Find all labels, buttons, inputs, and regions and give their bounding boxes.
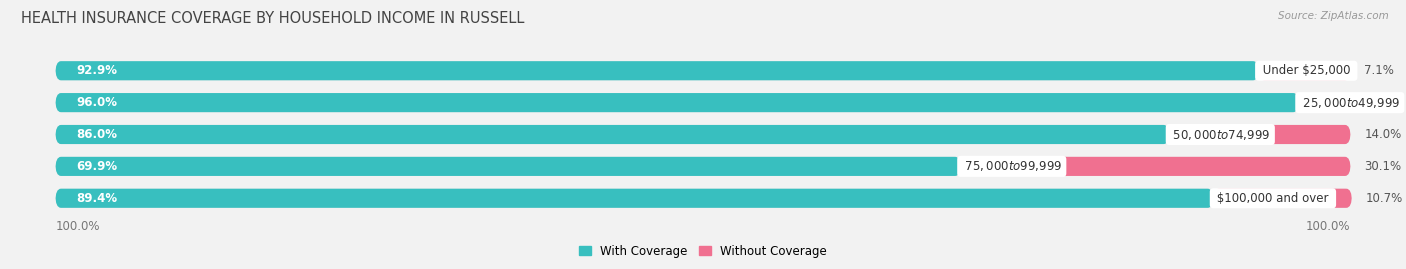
FancyBboxPatch shape (1213, 189, 1353, 208)
FancyBboxPatch shape (55, 93, 1299, 112)
Text: $50,000 to $74,999: $50,000 to $74,999 (1170, 128, 1271, 141)
Text: $25,000 to $49,999: $25,000 to $49,999 (1299, 95, 1400, 110)
FancyBboxPatch shape (55, 157, 1351, 176)
FancyBboxPatch shape (1170, 125, 1351, 144)
Text: 4.0%: 4.0% (1364, 96, 1395, 109)
Text: 86.0%: 86.0% (76, 128, 117, 141)
Text: 69.9%: 69.9% (76, 160, 117, 173)
FancyBboxPatch shape (55, 189, 1351, 208)
Text: $100,000 and over: $100,000 and over (1213, 192, 1333, 205)
Text: Under $25,000: Under $25,000 (1258, 64, 1354, 77)
Text: 14.0%: 14.0% (1364, 128, 1402, 141)
FancyBboxPatch shape (55, 61, 1351, 80)
Text: HEALTH INSURANCE COVERAGE BY HOUSEHOLD INCOME IN RUSSELL: HEALTH INSURANCE COVERAGE BY HOUSEHOLD I… (21, 11, 524, 26)
FancyBboxPatch shape (1258, 61, 1351, 80)
Text: 100.0%: 100.0% (1306, 220, 1351, 233)
FancyBboxPatch shape (1299, 93, 1351, 112)
FancyBboxPatch shape (55, 157, 960, 176)
Text: $75,000 to $99,999: $75,000 to $99,999 (960, 159, 1063, 174)
FancyBboxPatch shape (55, 93, 1351, 112)
Text: 96.0%: 96.0% (76, 96, 117, 109)
Text: 7.1%: 7.1% (1364, 64, 1395, 77)
Text: 100.0%: 100.0% (55, 220, 100, 233)
Text: 10.7%: 10.7% (1365, 192, 1403, 205)
FancyBboxPatch shape (55, 125, 1351, 144)
FancyBboxPatch shape (55, 61, 1258, 80)
Text: Source: ZipAtlas.com: Source: ZipAtlas.com (1278, 11, 1389, 21)
FancyBboxPatch shape (960, 157, 1351, 176)
Text: 92.9%: 92.9% (76, 64, 117, 77)
Text: 89.4%: 89.4% (76, 192, 117, 205)
Text: 30.1%: 30.1% (1364, 160, 1402, 173)
Legend: With Coverage, Without Coverage: With Coverage, Without Coverage (579, 245, 827, 258)
FancyBboxPatch shape (55, 189, 1213, 208)
FancyBboxPatch shape (55, 125, 1170, 144)
